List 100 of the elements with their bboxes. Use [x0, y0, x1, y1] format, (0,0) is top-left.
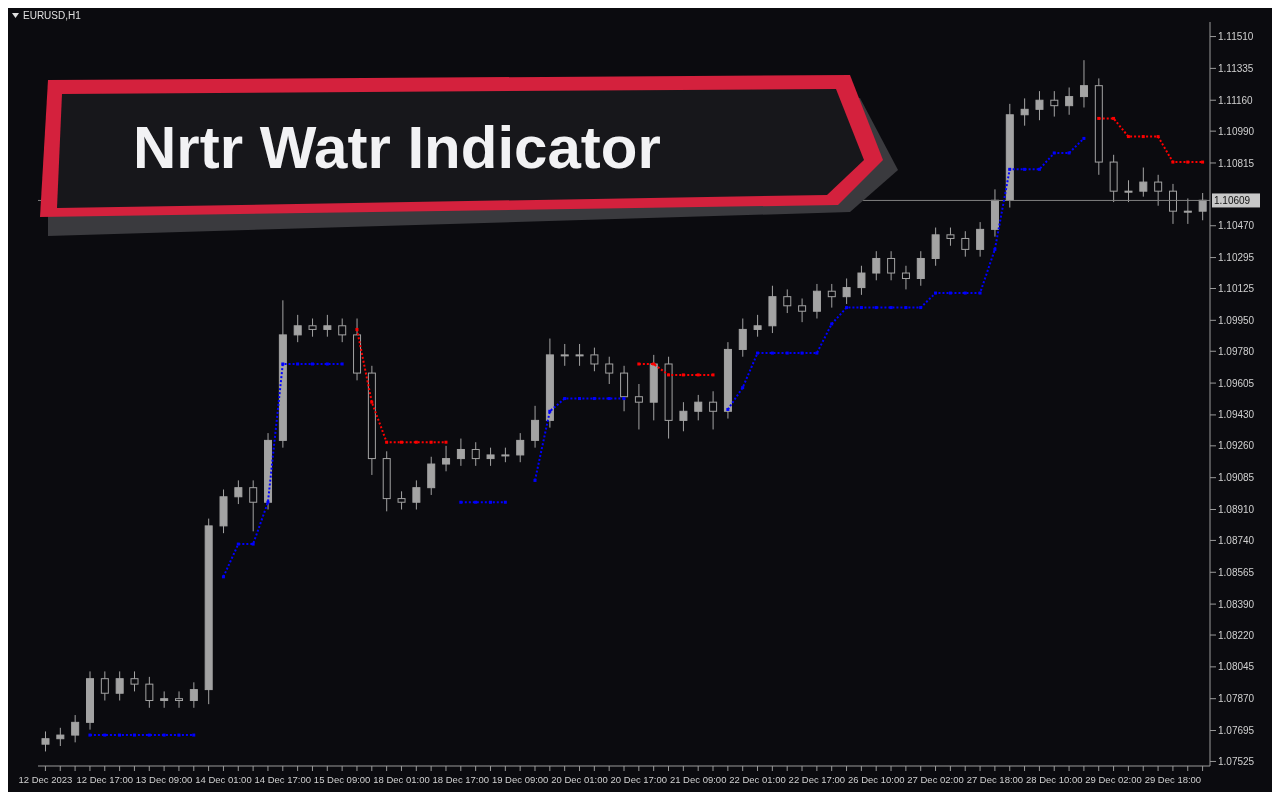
candlestick: [1079, 59, 1088, 108]
point: [696, 373, 700, 377]
candlestick: [1198, 192, 1207, 221]
candlestick: [516, 432, 525, 463]
point: [488, 500, 492, 504]
point: [266, 500, 270, 504]
point: [830, 322, 834, 326]
candlestick: [412, 479, 421, 511]
candlestick: [590, 347, 599, 372]
chart-subtitle: EURUSD,H1: [23, 10, 81, 21]
point: [385, 440, 389, 444]
candlestick: [189, 681, 198, 709]
candlestick: [1168, 183, 1177, 225]
point: [1037, 167, 1041, 171]
y-tick-label: 1.09780: [1218, 345, 1255, 357]
candlestick: [961, 230, 970, 258]
point: [1097, 116, 1101, 120]
x-tick-label: 18 Dec 17:00: [432, 774, 490, 785]
point: [711, 373, 715, 377]
x-tick-label: 14 Dec 01:00: [195, 774, 252, 785]
y-tick-label: 1.10470: [1218, 220, 1255, 232]
candlestick: [471, 441, 480, 467]
point: [1052, 151, 1056, 155]
point: [1067, 151, 1071, 155]
x-tick-label: 29 Dec 18:00: [1144, 774, 1202, 785]
candlestick: [605, 356, 614, 385]
candlestick: [1124, 179, 1133, 203]
candlestick: [531, 405, 540, 449]
y-tick-label: 1.08565: [1218, 566, 1255, 578]
x-tick-label: 27 Dec 02:00: [907, 774, 964, 785]
x-tick-label: 14 Dec 17:00: [254, 774, 312, 785]
point: [1171, 160, 1175, 164]
y-tick-label: 1.09430: [1218, 409, 1255, 421]
candlestick: [812, 283, 821, 320]
point: [429, 440, 433, 444]
x-tick-label: 28 Dec 10:00: [1025, 774, 1083, 785]
point: [370, 400, 374, 404]
point: [1126, 135, 1130, 139]
x-tick-label: 20 Dec 01:00: [551, 774, 608, 785]
candlestick: [1065, 86, 1074, 116]
point: [622, 397, 626, 401]
candlestick: [486, 447, 495, 467]
candlestick: [872, 250, 881, 281]
point: [281, 362, 285, 366]
point: [1008, 167, 1012, 171]
point: [845, 306, 849, 310]
candlestick: [308, 318, 317, 338]
x-tick-label: 22 Dec 17:00: [788, 774, 846, 785]
point: [741, 386, 745, 390]
x-tick-label: 20 Dec 17:00: [610, 774, 668, 785]
candlestick: [427, 456, 436, 496]
x-tick-label: 26 Dec 10:00: [847, 774, 905, 785]
ref-line-label: 1.10609: [1214, 195, 1251, 207]
y-tick-label: 1.08910: [1218, 504, 1255, 516]
point: [325, 362, 329, 366]
candlestick: [738, 318, 747, 358]
candlestick: [901, 265, 910, 290]
point: [815, 351, 819, 355]
point: [770, 351, 774, 355]
candlestick: [71, 714, 80, 743]
candlestick: [560, 343, 569, 367]
point: [103, 733, 107, 737]
point: [444, 440, 448, 444]
candlestick: [1183, 197, 1192, 225]
y-tick-label: 1.09085: [1218, 472, 1255, 484]
point: [236, 542, 240, 546]
candlestick: [115, 670, 124, 702]
point: [592, 397, 596, 401]
x-tick-label: 15 Dec 09:00: [313, 774, 371, 785]
point: [340, 362, 344, 366]
candlestick: [575, 343, 584, 367]
point: [874, 306, 878, 310]
candlestick: [145, 676, 154, 709]
point: [1201, 160, 1205, 164]
candlestick: [857, 265, 866, 296]
candlestick: [1020, 97, 1029, 127]
point: [296, 362, 300, 366]
point: [310, 362, 314, 366]
point: [147, 733, 151, 737]
candlestick: [783, 288, 792, 314]
point: [251, 542, 255, 546]
x-tick-label: 18 Dec 01:00: [373, 774, 430, 785]
candlestick: [753, 314, 762, 338]
point: [978, 291, 982, 295]
candlestick: [130, 670, 139, 692]
candlestick: [100, 670, 109, 702]
point: [548, 409, 552, 413]
y-tick-label: 1.08220: [1218, 629, 1255, 641]
candlestick: [442, 445, 451, 472]
y-tick-label: 1.11160: [1218, 94, 1254, 106]
point: [1156, 135, 1160, 139]
candlestick: [397, 490, 406, 511]
point: [726, 407, 730, 411]
point: [607, 397, 611, 401]
y-tick-label: 1.11335: [1218, 62, 1254, 74]
candlestick: [798, 298, 807, 323]
y-tick-label: 1.08390: [1218, 598, 1255, 610]
candlestick: [338, 318, 347, 343]
candlestick: [456, 438, 465, 467]
point: [859, 306, 863, 310]
